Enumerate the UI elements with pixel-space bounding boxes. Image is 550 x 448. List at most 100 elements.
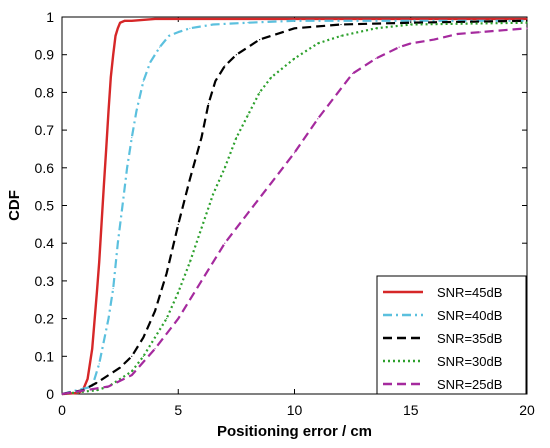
data-point	[340, 23, 342, 26]
data-point	[200, 137, 203, 139]
data-point	[117, 27, 119, 29]
x-tick-label: 15	[403, 402, 419, 418]
series-line	[61, 19, 528, 396]
data-point	[107, 110, 110, 112]
legend: SNR=45dB SNR=40dB SNR=35dB SNR=30dB SNR=25dB	[376, 275, 527, 395]
x-axis-label: Positioning error / cm	[217, 423, 372, 440]
data-point	[114, 35, 117, 37]
y-tick-label: 0.6	[35, 160, 55, 176]
data-point	[107, 385, 110, 388]
data-point	[247, 22, 249, 24]
data-point	[159, 46, 161, 48]
data-point	[117, 242, 119, 244]
data-point	[189, 178, 191, 180]
y-tick-label: 0.8	[35, 84, 55, 100]
data-point	[110, 76, 112, 78]
data-point	[121, 204, 124, 207]
data-point	[100, 223, 103, 225]
data-point	[154, 310, 156, 312]
data-point	[293, 152, 296, 154]
data-point	[112, 287, 114, 290]
data-point	[103, 186, 105, 188]
data-point	[317, 42, 319, 44]
series-layer	[61, 17, 528, 396]
data-point	[96, 389, 98, 391]
data-point	[86, 378, 89, 380]
data-point	[142, 336, 144, 339]
data-point	[119, 22, 121, 24]
y-tick-label: 0.1	[35, 348, 55, 364]
data-point	[503, 29, 505, 31]
x-tick-label: 0	[58, 402, 66, 418]
series-snr-45db	[61, 17, 528, 396]
axis-ticks: 0 5 10 15 20 0 0.1 0.2 0.3 0.4 0.5 0.6 0.7 0.8 0.9 1	[35, 9, 535, 418]
data-point	[212, 23, 214, 26]
data-point	[526, 20, 528, 22]
data-point	[235, 137, 237, 139]
data-point	[168, 35, 170, 37]
data-point	[131, 370, 133, 372]
data-point	[105, 148, 107, 150]
x-tick-label: 5	[174, 402, 182, 418]
data-point	[224, 65, 226, 67]
data-point	[126, 167, 128, 169]
data-point	[433, 39, 435, 41]
data-point	[259, 39, 261, 41]
data-point	[131, 355, 133, 357]
data-point	[293, 20, 296, 22]
y-tick-label: 0.4	[35, 235, 55, 251]
data-point	[340, 35, 342, 37]
data-point	[98, 261, 100, 263]
data-point	[410, 20, 412, 22]
x-tick-label: 20	[519, 402, 535, 418]
data-point	[207, 103, 210, 105]
data-point	[177, 223, 179, 225]
data-point	[410, 23, 412, 26]
y-tick-label: 0	[46, 386, 54, 402]
legend-label: SNR=25dB	[437, 377, 502, 392]
data-point	[91, 348, 93, 350]
data-point	[131, 137, 133, 139]
data-point	[410, 42, 412, 44]
data-point	[107, 318, 110, 320]
y-tick-label: 0.2	[35, 311, 55, 327]
legend-label: SNR=30dB	[437, 354, 502, 369]
data-point	[224, 167, 226, 169]
data-point	[112, 54, 114, 56]
data-point	[340, 88, 342, 90]
data-point	[177, 31, 179, 33]
data-point	[375, 27, 377, 29]
data-point	[98, 363, 100, 365]
data-point	[247, 114, 249, 116]
data-point	[212, 193, 214, 195]
data-point	[154, 18, 156, 20]
data-point	[119, 367, 121, 369]
data-point	[270, 76, 272, 78]
data-point	[293, 27, 296, 29]
legend-label: SNR=35dB	[437, 331, 502, 346]
data-point	[177, 318, 179, 320]
data-point	[154, 336, 156, 339]
data-point	[214, 80, 217, 82]
data-point	[200, 280, 203, 282]
data-point	[142, 80, 144, 82]
data-point	[317, 118, 319, 120]
data-point	[177, 18, 179, 20]
data-point	[352, 72, 354, 75]
data-point	[224, 242, 226, 244]
data-point	[456, 33, 458, 35]
data-point	[270, 182, 272, 184]
data-point	[410, 22, 412, 24]
x-tick-label: 10	[287, 402, 303, 418]
data-point	[200, 227, 203, 229]
y-tick-label: 0.5	[35, 198, 55, 214]
data-point	[96, 382, 98, 384]
data-point	[149, 61, 151, 63]
data-point	[526, 22, 528, 24]
data-point	[526, 18, 528, 20]
data-point	[131, 374, 133, 376]
data-point	[526, 27, 528, 29]
data-point	[479, 31, 482, 33]
series-line	[61, 27, 528, 396]
